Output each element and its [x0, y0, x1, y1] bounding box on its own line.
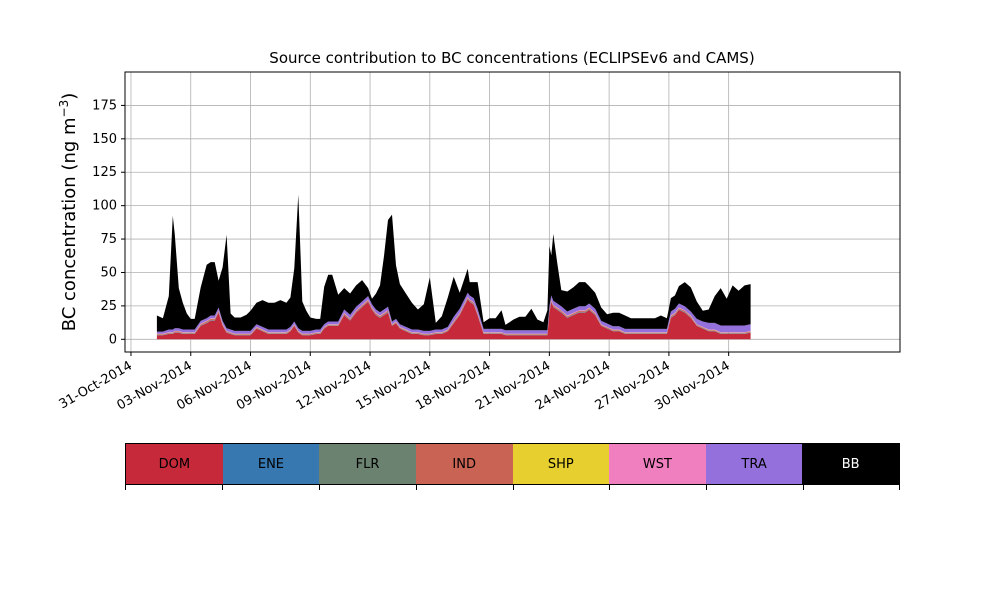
legend-tick — [221, 485, 223, 490]
y-tick-label: 50 — [100, 265, 117, 280]
legend-label: SHP — [547, 456, 574, 472]
legend-dom: DOM — [126, 444, 223, 484]
legend-bb: BB — [802, 444, 899, 484]
legend-label: FLR — [355, 456, 380, 472]
legend-label: DOM — [158, 456, 191, 472]
area-tra — [156, 292, 751, 334]
legend-label: WST — [642, 456, 672, 472]
stacked-areas — [156, 194, 751, 340]
y-tick-label: 150 — [92, 132, 117, 147]
y-axis: 0 25 50 75 100 125 150 175 — [92, 98, 125, 347]
area-bb — [156, 194, 751, 332]
legend-label: IND — [452, 456, 476, 472]
y-tick-label: 100 — [92, 199, 117, 214]
area-ind — [156, 297, 751, 335]
chart-title: Source contribution to BC concentrations… — [269, 49, 754, 67]
legend-ind: IND — [415, 444, 513, 484]
legend-tick — [899, 485, 900, 490]
y-tick-label: 175 — [92, 98, 117, 113]
grid — [125, 72, 900, 352]
x-axis: 31-Oct-201403-Nov-201406-Nov-201409-Nov-… — [57, 352, 733, 413]
area-flr — [156, 298, 751, 335]
legend-tick — [318, 485, 320, 490]
area-ene — [156, 298, 751, 336]
legend-tick — [609, 485, 611, 490]
legend-wst: WST — [609, 444, 706, 484]
y-tick-label: 125 — [92, 165, 117, 180]
legend-shp: SHP — [512, 444, 610, 484]
legend-tick — [125, 485, 126, 490]
legend-tick — [803, 485, 805, 490]
legend-tick — [415, 485, 417, 490]
y-tick-label: 0 — [109, 332, 117, 347]
y-axis-label: BC concentration (ng m−3) — [57, 93, 80, 332]
legend-ene: ENE — [222, 444, 320, 484]
colorbar-legend: DOM ENE FLR IND SHP WST TRA BB — [125, 443, 900, 485]
plot-frame — [124, 71, 901, 353]
y-tick-label: 75 — [100, 232, 117, 247]
legend-ticks — [125, 485, 900, 491]
legend-label: ENE — [257, 456, 285, 472]
legend-tick — [512, 485, 514, 490]
legend-flr: FLR — [319, 444, 416, 484]
legend-label: BB — [841, 456, 860, 472]
y-tick-label: 25 — [100, 299, 117, 314]
area-dom — [156, 299, 751, 340]
area-wst — [156, 296, 751, 334]
legend-tra: TRA — [705, 444, 803, 484]
legend-label: TRA — [741, 456, 767, 472]
legend-tick — [706, 485, 708, 490]
